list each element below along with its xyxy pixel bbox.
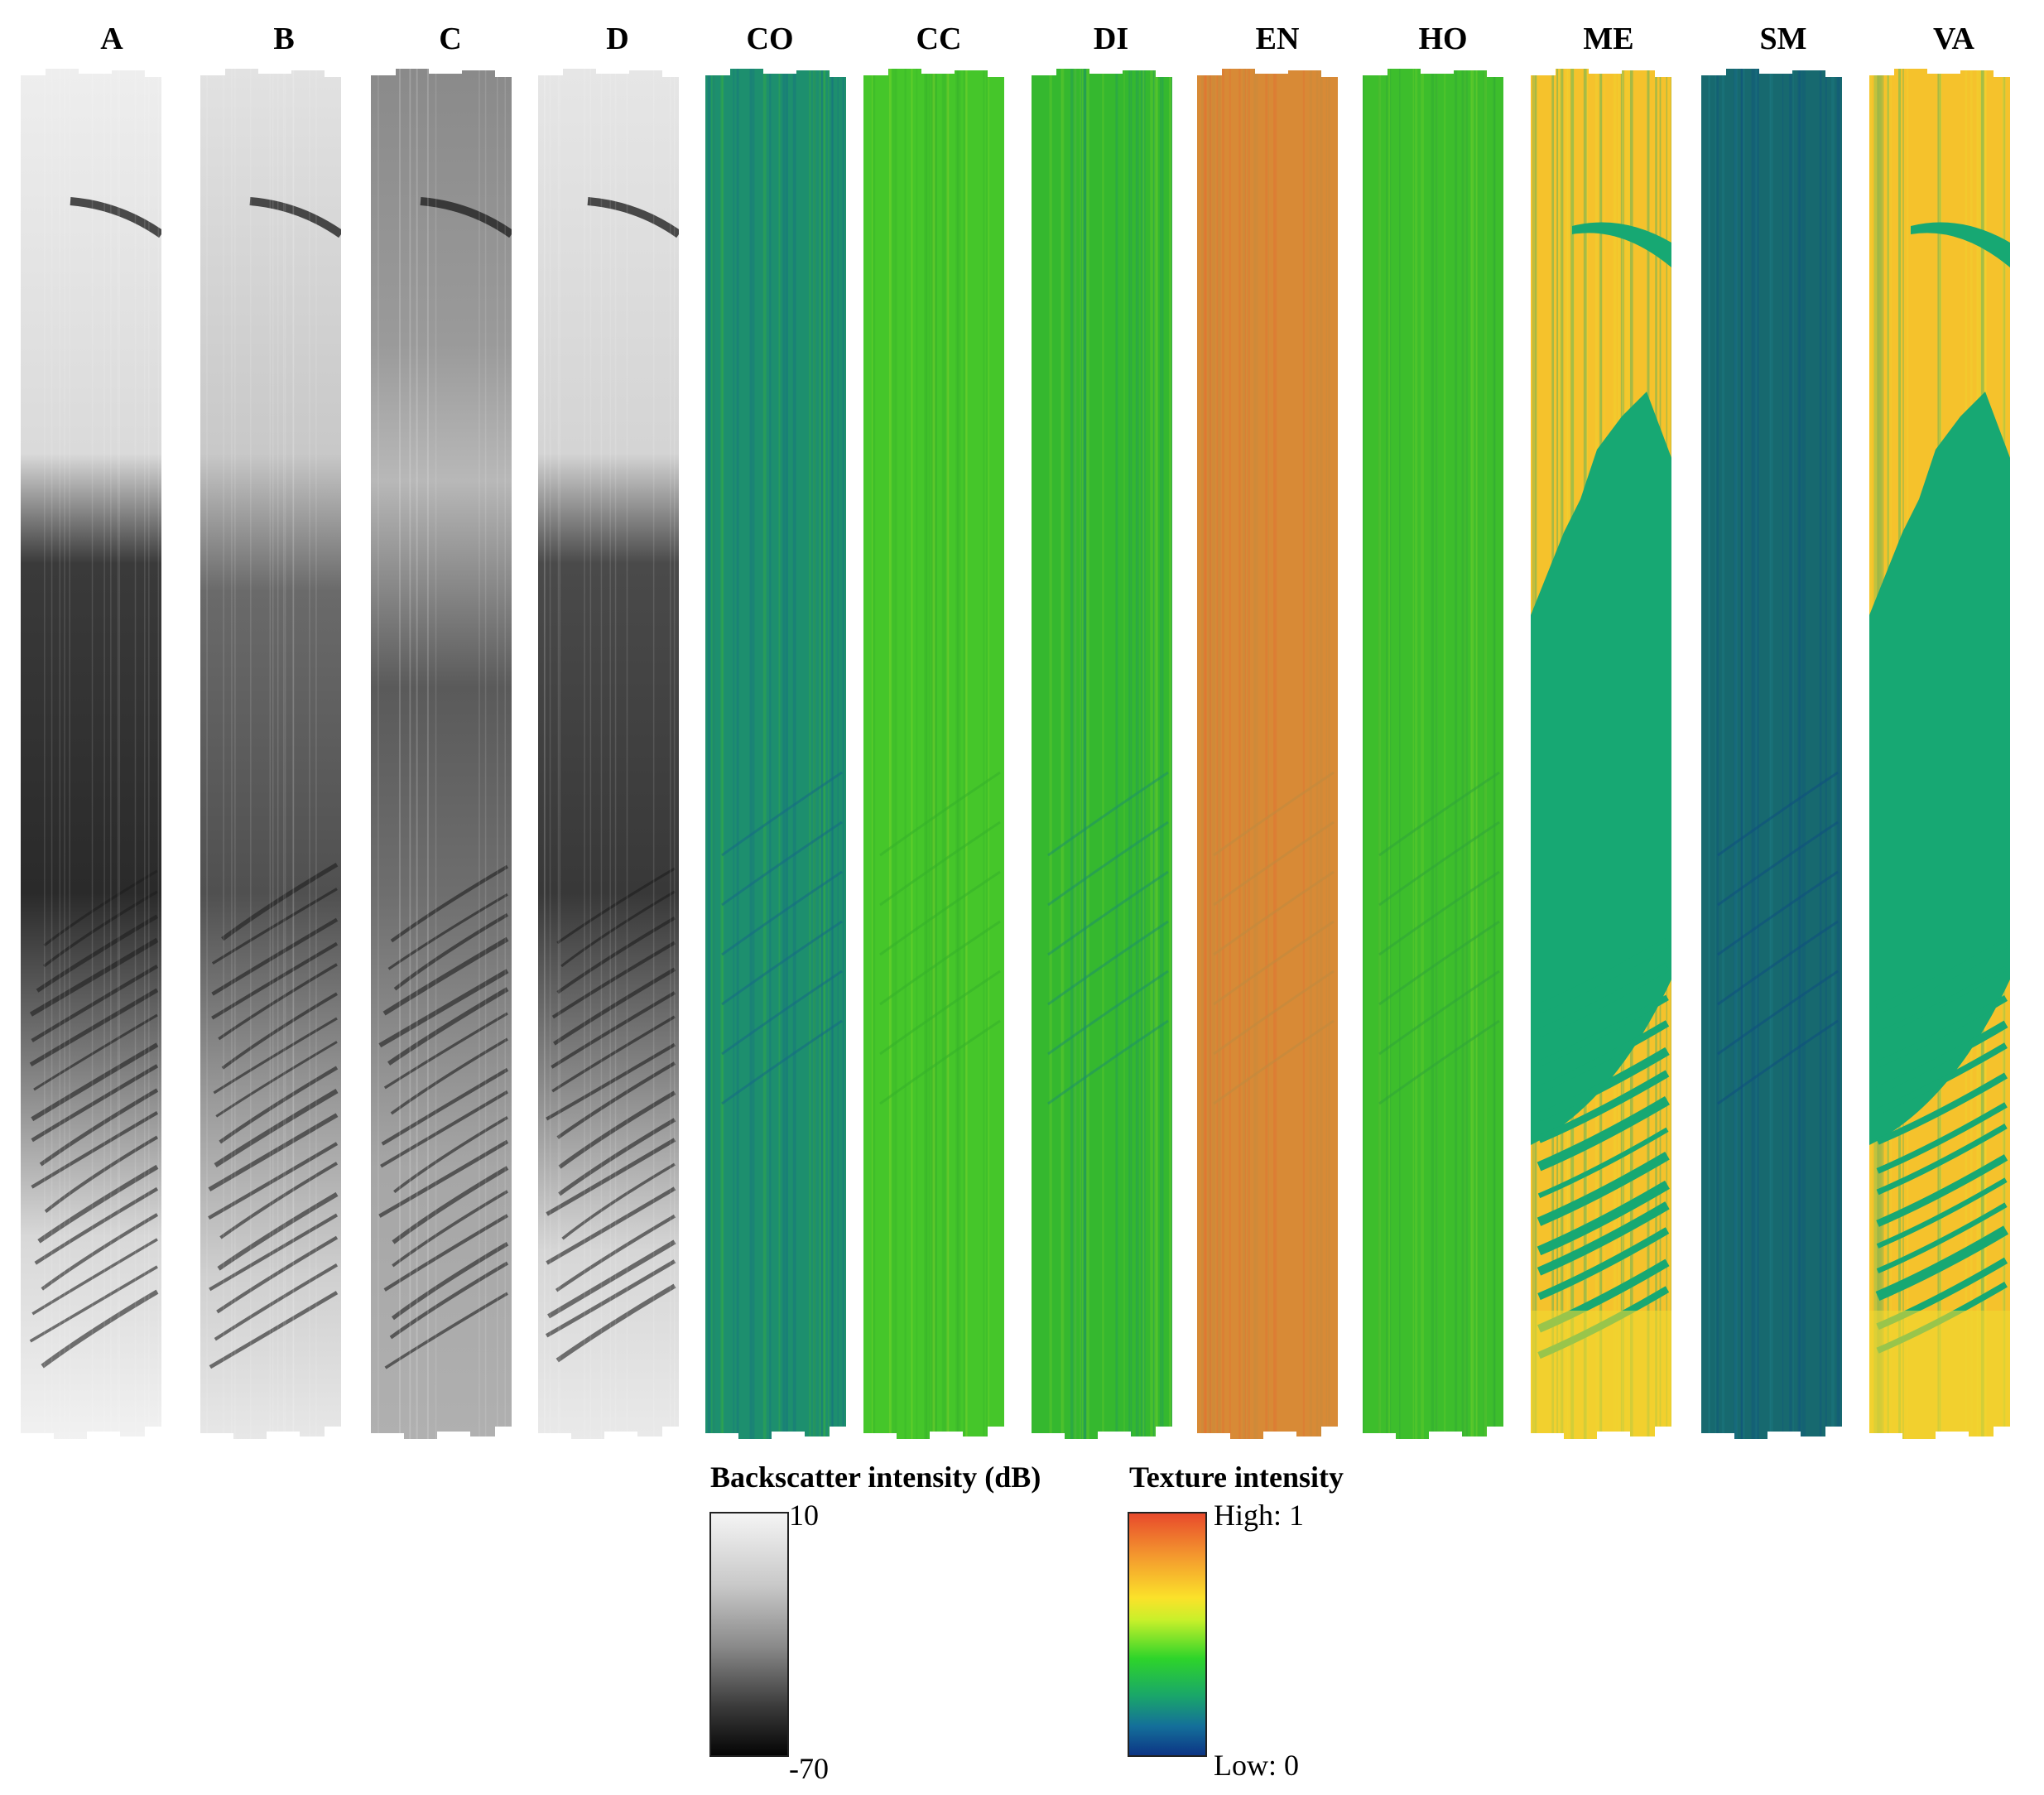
texture-min-label: Low: 0 xyxy=(1214,1749,1299,1782)
strip-va-image xyxy=(1869,69,2010,1439)
panel-label-c: C xyxy=(439,22,462,56)
panel-label-en: EN xyxy=(1255,22,1300,56)
strip-a-image xyxy=(21,69,161,1439)
panel-label-co: CO xyxy=(746,22,794,56)
texture-color-ramp xyxy=(1128,1512,1207,1757)
strip-di-image xyxy=(1032,69,1172,1439)
strip-ho-image xyxy=(1363,69,1503,1439)
panel-label-di: DI xyxy=(1093,22,1129,56)
strip-d-image xyxy=(538,69,679,1439)
strip-co-image xyxy=(705,69,846,1439)
backscatter-max-label: 10 xyxy=(789,1499,819,1532)
texture-max-label: High: 1 xyxy=(1214,1499,1305,1532)
panel-label-b: B xyxy=(273,22,295,56)
strip-c-image xyxy=(371,69,512,1439)
panel-label-a: A xyxy=(100,22,123,56)
panel-label-ho: HO xyxy=(1418,22,1468,56)
strip-me-image xyxy=(1531,69,1671,1439)
strip-cc-image xyxy=(863,69,1004,1439)
panel-label-me: ME xyxy=(1583,22,1634,56)
backscatter-color-ramp xyxy=(709,1512,789,1757)
strip-sm-image xyxy=(1701,69,1842,1439)
panel-label-cc: CC xyxy=(916,22,962,56)
backscatter-legend-title: Backscatter intensity (dB) xyxy=(710,1461,1041,1494)
texture-legend-title: Texture intensity xyxy=(1129,1461,1344,1494)
strip-en-image xyxy=(1197,69,1338,1439)
panel-label-sm: SM xyxy=(1759,22,1807,56)
backscatter-min-label: -70 xyxy=(789,1752,829,1785)
panel-label-d: D xyxy=(606,22,629,56)
panel-label-va: VA xyxy=(1933,22,1974,56)
strip-b-image xyxy=(200,69,341,1439)
